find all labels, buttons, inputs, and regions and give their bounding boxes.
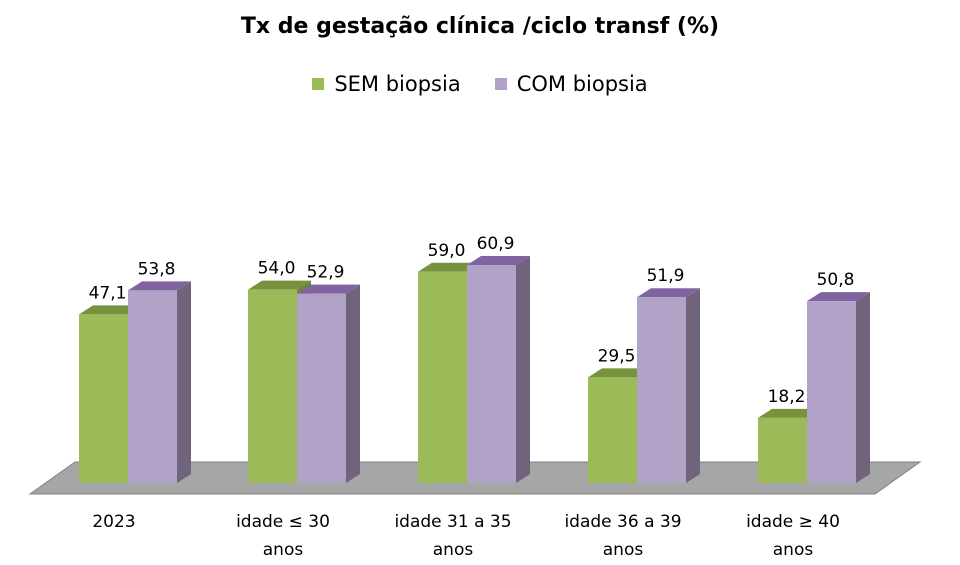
legend-item-com-biopsia: COM biopsia [494, 72, 648, 96]
x-tick-label-4-0: idade ≥ 40 [746, 512, 840, 532]
data-label-s1-c4: 50,8 [817, 270, 855, 290]
data-label-s1-c2: 60,9 [477, 234, 515, 254]
bar-top-s0-c2 [418, 262, 481, 272]
data-label-s1-c0: 53,8 [138, 259, 176, 279]
bar-side-s1-c4 [856, 292, 870, 483]
x-tick-label-0-0: 2023 [92, 512, 135, 532]
chart-title: Tx de gestação clínica /ciclo transf (%) [240, 14, 720, 39]
bar-top-s1-c0 [128, 281, 191, 291]
data-label-s0-c0: 47,1 [89, 283, 127, 303]
bar-s0-c1 [248, 289, 297, 483]
bar-top-s1-c3 [637, 288, 700, 298]
bar-top-s1-c4 [807, 292, 870, 302]
data-label-s0-c2: 59,0 [428, 241, 466, 261]
bar-top-s0-c1 [248, 280, 311, 290]
bar-s0-c3 [588, 377, 637, 483]
legend-swatch-sem-biopsia [312, 78, 325, 90]
legend-swatch-com-biopsia [494, 78, 507, 90]
bar-s0-c4 [758, 417, 807, 483]
data-label-s0-c3: 29,5 [598, 346, 636, 366]
bar-side-s1-c2 [516, 255, 530, 483]
bar-s1-c3 [637, 297, 686, 483]
bar-top-s0-c4 [758, 408, 821, 418]
bar-s1-c2 [467, 264, 516, 483]
x-tick-label-1-0: idade ≤ 30 [236, 512, 330, 532]
x-tick-label-3-1: anos [603, 540, 644, 560]
x-tick-label-2-0: idade 31 a 35 [394, 512, 511, 532]
bar-s1-c1 [297, 293, 346, 483]
data-label-s1-c1: 52,9 [307, 263, 345, 283]
data-label-s1-c3: 51,9 [647, 266, 685, 286]
bar-s1-c4 [807, 301, 856, 483]
data-label-s0-c1: 54,0 [258, 259, 296, 279]
bar-s0-c2 [418, 271, 467, 483]
bar-s1-c0 [128, 290, 177, 483]
data-label-s0-c4: 18,2 [768, 387, 806, 407]
x-tick-label-3-0: idade 36 a 39 [564, 512, 681, 532]
bar-s0-c0 [79, 314, 128, 483]
legend-label-com-biopsia: COM biopsia [516, 72, 648, 96]
bar-top-s1-c1 [297, 284, 360, 294]
bar-side-s1-c0 [177, 281, 191, 483]
bar-top-s1-c2 [467, 255, 530, 265]
legend-label-sem-biopsia: SEM biopsia [334, 72, 461, 96]
x-tick-label-4-1: anos [773, 540, 814, 560]
x-tick-label-2-1: anos [433, 540, 474, 560]
bar-side-s1-c1 [346, 284, 360, 483]
x-tick-label-1-1: anos [263, 540, 304, 560]
bar-top-s0-c0 [79, 305, 142, 315]
bar-side-s1-c3 [686, 288, 700, 483]
legend: SEM biopsia COM biopsia [0, 72, 960, 96]
bar-top-s0-c3 [588, 368, 651, 378]
legend-item-sem-biopsia: SEM biopsia [312, 72, 461, 96]
